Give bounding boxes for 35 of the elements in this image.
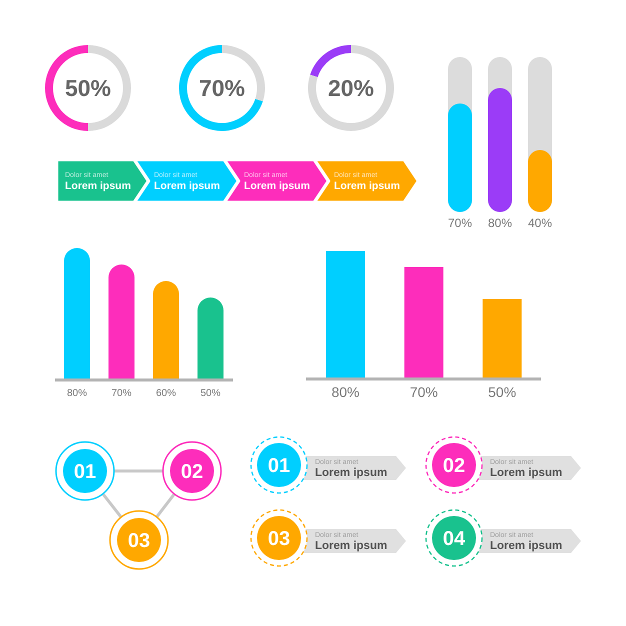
category-label: 02 <box>180 461 204 483</box>
data-label: 40% <box>528 216 552 230</box>
text: Lorem ipsum <box>490 540 562 552</box>
donut-slice <box>179 45 263 131</box>
data-label: 70% <box>448 216 472 230</box>
data-label: 50% <box>200 388 221 399</box>
data-label: 60% <box>156 388 176 399</box>
text: Lorem ipsum <box>65 180 131 192</box>
data-label: 20% <box>328 74 374 100</box>
donut-slice <box>310 45 351 78</box>
category-label: 01 <box>268 455 290 477</box>
category-label: 02 <box>442 455 466 477</box>
category-label: 01 <box>74 461 96 483</box>
category-label: 03 <box>128 530 150 552</box>
data-label: 70% <box>198 74 246 100</box>
text: Lorem ipsum <box>334 180 400 192</box>
text: Lorem ipsum <box>154 180 220 192</box>
data-label: 70% <box>111 388 132 399</box>
category-label: 03 <box>268 528 290 550</box>
data-label: 50% <box>64 74 112 100</box>
text: Lorem ipsum <box>315 540 388 552</box>
bar <box>108 264 134 380</box>
text: Lorem ipsum <box>315 467 388 479</box>
text: Lorem ipsum <box>490 467 562 479</box>
bar <box>153 281 179 380</box>
data-label: 80% <box>331 384 360 400</box>
data-label: 70% <box>410 384 438 400</box>
data-label: 80% <box>66 388 88 399</box>
donut-slice <box>308 45 394 131</box>
bar <box>64 248 90 380</box>
category-label: 04 <box>442 528 466 550</box>
data-label: 50% <box>488 384 516 400</box>
bar <box>198 298 224 380</box>
text: Lorem ipsum <box>244 180 310 192</box>
data-label: 80% <box>488 216 512 230</box>
